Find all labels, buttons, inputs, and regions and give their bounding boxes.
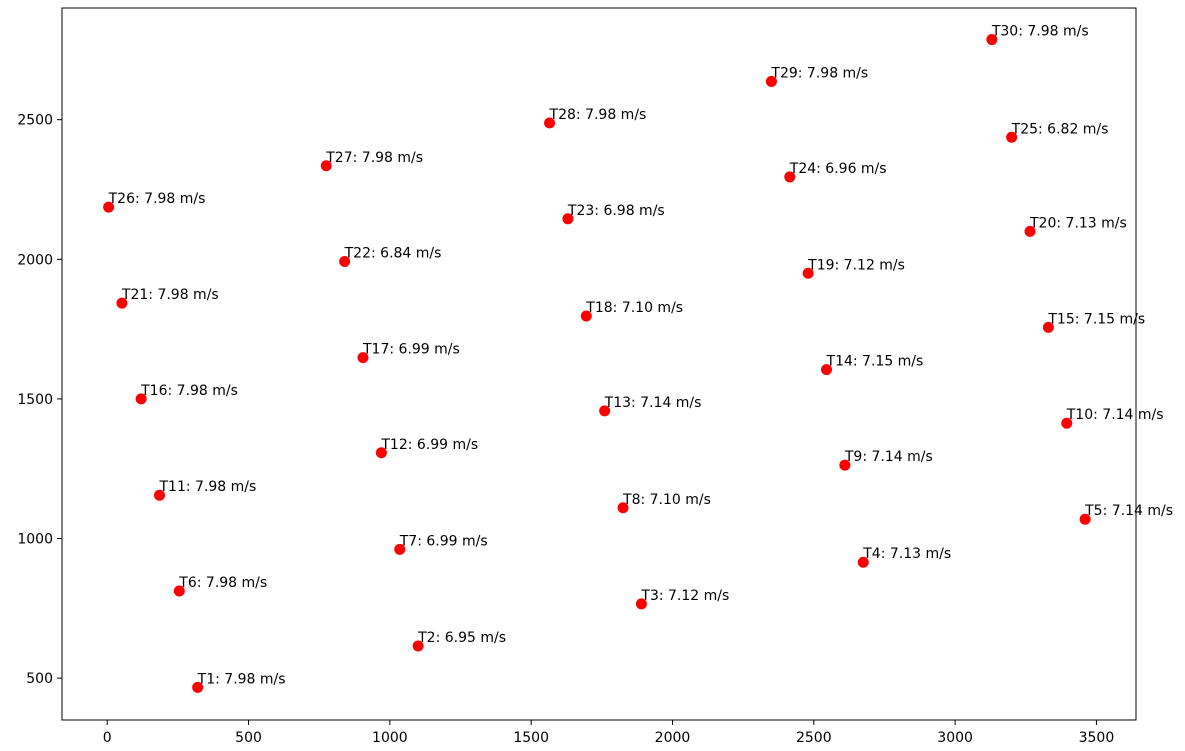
x-tick-label: 0 <box>103 730 112 746</box>
data-point <box>339 256 351 268</box>
data-point-label: T5: 7.14 m/s <box>1084 503 1173 519</box>
data-point <box>1042 321 1054 333</box>
x-tick-label: 1000 <box>372 730 408 746</box>
data-point <box>784 171 796 183</box>
data-point <box>1061 417 1073 429</box>
x-tick-label: 3500 <box>1079 730 1115 746</box>
data-point-label: T3: 7.12 m/s <box>640 588 729 604</box>
data-point-label: T17: 6.99 m/s <box>362 342 460 358</box>
data-point <box>802 267 814 279</box>
data-point-label: T25: 6.82 m/s <box>1011 121 1109 137</box>
data-point <box>103 201 115 213</box>
data-points <box>103 34 1091 693</box>
data-point-label: T10: 7.14 m/s <box>1066 407 1164 423</box>
data-point-label: T28: 7.98 m/s <box>549 107 647 123</box>
data-point-label: T26: 7.98 m/s <box>108 191 206 207</box>
data-point <box>821 364 833 376</box>
data-point <box>635 598 647 610</box>
data-point <box>617 502 629 514</box>
plot-frame <box>61 7 1137 721</box>
data-point <box>1024 225 1036 237</box>
data-point-label: T1: 7.98 m/s <box>197 671 286 687</box>
x-tick-label: 2500 <box>796 730 832 746</box>
data-point-label: T2: 6.95 m/s <box>417 630 506 646</box>
data-point <box>412 640 424 652</box>
data-point-label: T14: 7.15 m/s <box>826 354 924 370</box>
data-point-label: T13: 7.14 m/s <box>604 395 702 411</box>
data-point <box>765 75 777 87</box>
data-point-label: T24: 6.96 m/s <box>789 161 887 177</box>
x-tick-label: 500 <box>235 730 262 746</box>
data-point-label: T9: 7.14 m/s <box>844 449 933 465</box>
data-point <box>192 681 204 693</box>
data-point-label: T23: 6.98 m/s <box>567 203 665 219</box>
data-point <box>357 352 369 364</box>
data-point-label: T12: 6.99 m/s <box>380 437 478 453</box>
data-point <box>580 310 592 322</box>
y-tick-label: 2000 <box>17 252 53 268</box>
data-point <box>599 405 611 417</box>
data-point-labels: T1: 7.98 m/s T2: 6.95 m/s T3: 7.12 m/s T4: … <box>108 24 1173 688</box>
data-point <box>154 489 166 501</box>
y-tick-label: 1500 <box>17 392 53 408</box>
y-axis-ticks: 500 1000 1500 2000 2500 <box>17 113 62 687</box>
x-axis-ticks: 0 500 1000 1500 2000 2500 3000 3500 <box>103 720 1114 746</box>
data-point-label: T7: 6.99 m/s <box>399 533 488 549</box>
y-tick-label: 1000 <box>17 532 53 548</box>
y-tick-label: 2500 <box>17 113 53 129</box>
data-point-label: T22: 6.84 m/s <box>344 246 442 262</box>
data-point-label: T30: 7.98 m/s <box>991 24 1089 40</box>
data-point-label: T6: 7.98 m/s <box>178 575 267 591</box>
data-point <box>173 585 185 597</box>
data-point-label: T16: 7.98 m/s <box>140 383 238 399</box>
data-point <box>320 160 332 172</box>
data-point-label: T18: 7.10 m/s <box>585 300 683 316</box>
data-point-label: T19: 7.12 m/s <box>807 257 905 273</box>
data-point-label: T8: 7.10 m/s <box>622 492 711 508</box>
data-point-label: T11: 7.98 m/s <box>159 479 257 495</box>
data-point <box>839 459 851 471</box>
data-point <box>1006 131 1018 143</box>
data-point-label: T20: 7.13 m/s <box>1029 215 1127 231</box>
data-point <box>544 117 556 129</box>
data-point <box>857 556 869 568</box>
data-point-label: T4: 7.13 m/s <box>862 546 951 562</box>
data-point <box>116 297 128 309</box>
data-point <box>394 543 406 555</box>
data-point <box>1079 513 1091 525</box>
x-tick-label: 2000 <box>655 730 691 746</box>
data-point <box>986 34 998 46</box>
data-point <box>562 213 574 225</box>
data-point-label: T15: 7.15 m/s <box>1047 311 1145 327</box>
data-point <box>135 393 147 405</box>
data-point-label: T27: 7.98 m/s <box>325 150 423 166</box>
y-tick-label: 500 <box>26 671 53 687</box>
x-tick-label: 3000 <box>937 730 973 746</box>
data-point <box>375 447 387 459</box>
data-point-label: T21: 7.98 m/s <box>121 287 219 303</box>
data-point-label: T29: 7.98 m/s <box>770 65 868 81</box>
x-tick-label: 1500 <box>513 730 549 746</box>
